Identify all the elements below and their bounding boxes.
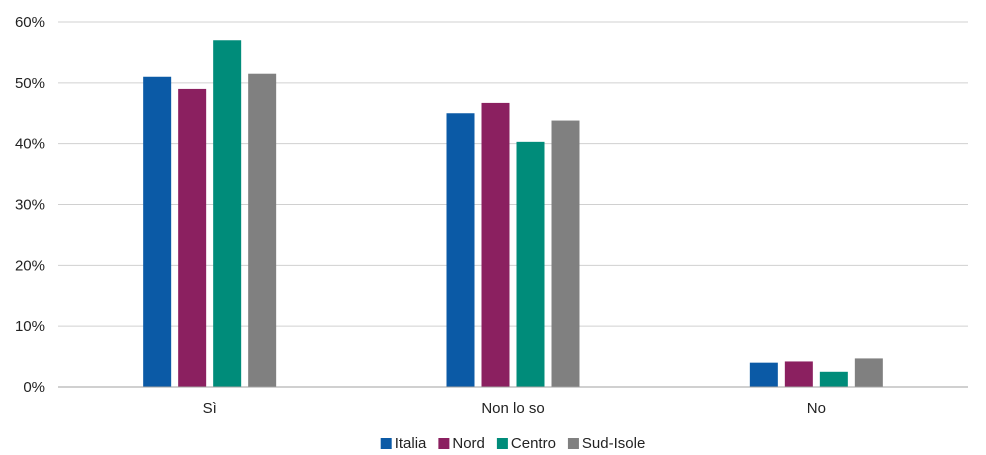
bar-sud-isole-2: [854, 358, 883, 387]
y-tick-label: 60%: [15, 14, 45, 31]
bars: [143, 40, 883, 388]
legend-item: Nord: [438, 435, 485, 452]
legend-label: Italia: [395, 435, 427, 452]
legend-item: Sud-Isole: [567, 435, 645, 452]
legend-label: Sud-Isole: [582, 435, 645, 452]
bar-centro-0: [213, 40, 242, 387]
bar-italia-1: [446, 113, 475, 387]
y-tick-label: 20%: [15, 257, 45, 274]
grid-lines: [58, 21, 968, 327]
category-label: Sì: [203, 400, 217, 417]
legend-swatch: [567, 438, 579, 449]
bar-nord-2: [784, 361, 813, 387]
legend-label: Nord: [452, 435, 485, 452]
legend-item: Italia: [380, 435, 427, 452]
category-labels: Sì Non lo so No: [203, 400, 826, 417]
legend-swatch: [380, 438, 392, 449]
y-tick-label: 50%: [15, 75, 45, 92]
bar-sud-isole-0: [248, 73, 277, 387]
legend-swatch: [496, 438, 508, 449]
bar-italia-2: [749, 362, 778, 387]
y-tick-label: 40%: [15, 136, 45, 153]
y-axis-tick-labels: 0% 10% 20% 30% 40% 50% 60%: [15, 14, 45, 396]
legend-label: Centro: [511, 435, 556, 452]
bar-centro-1: [516, 141, 545, 387]
category-label: Non lo so: [481, 400, 544, 417]
y-tick-label: 30%: [15, 197, 45, 214]
legend-swatch: [438, 438, 450, 449]
bar-sud-isole-1: [551, 120, 580, 388]
legend: Italia Nord Centro Sud-Isole: [380, 435, 645, 452]
y-tick-label: 0%: [23, 379, 45, 396]
legend-item: Centro: [496, 435, 556, 452]
bar-nord-0: [178, 88, 207, 388]
bar-centro-2: [819, 371, 848, 387]
category-label: No: [807, 400, 826, 417]
y-tick-label: 10%: [15, 318, 45, 335]
bar-nord-1: [481, 102, 510, 388]
bar-italia-0: [143, 76, 172, 387]
